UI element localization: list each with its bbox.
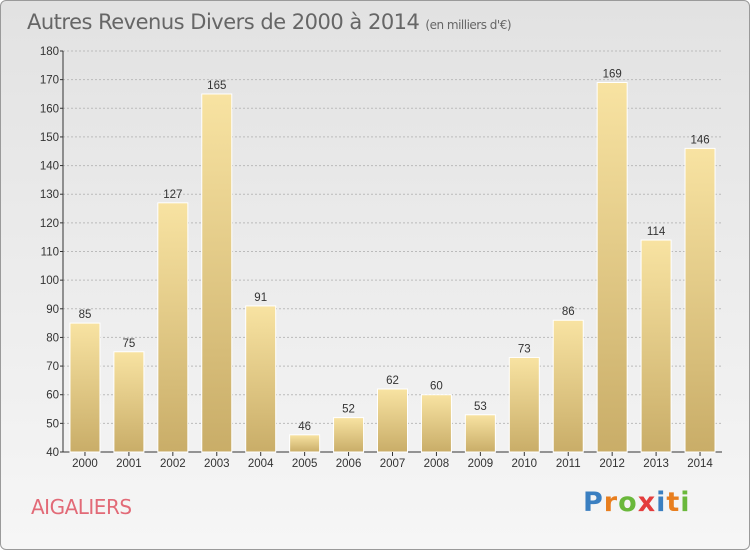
- y-tick-label: 80: [46, 332, 59, 344]
- y-tick-label: 170: [40, 75, 59, 87]
- y-tick-label: 110: [41, 247, 59, 259]
- bar: [157, 202, 189, 453]
- x-tick-label: 2008: [424, 458, 450, 470]
- data-label: 127: [163, 189, 182, 201]
- y-tick-label: 180: [40, 46, 59, 58]
- y-tick-label: 40: [46, 447, 59, 459]
- data-label: 46: [298, 421, 311, 433]
- bar: [289, 434, 321, 453]
- x-tick-label: 2002: [160, 458, 186, 470]
- x-tick-label: 2009: [468, 458, 494, 470]
- data-label: 60: [430, 381, 443, 393]
- logo-letter: P: [583, 487, 604, 518]
- bar: [508, 356, 540, 453]
- x-tick-label: 2012: [599, 458, 625, 470]
- bar: [201, 93, 233, 453]
- data-label: 75: [123, 338, 136, 350]
- x-tick-label: 2014: [687, 458, 713, 470]
- x-tick-label: 2000: [72, 458, 98, 470]
- bar: [69, 322, 101, 453]
- x-tick-label: 2005: [292, 458, 318, 470]
- bar: [377, 388, 408, 453]
- data-label: 52: [342, 404, 355, 416]
- x-tick-label: 2013: [643, 458, 669, 470]
- logo-letter: i: [656, 487, 667, 518]
- y-tick-label: 50: [46, 418, 59, 430]
- data-label: 91: [254, 292, 267, 304]
- chart-subtitle: (en milliers d'€): [425, 18, 512, 32]
- bar: [333, 417, 365, 453]
- x-tick-label: 2007: [380, 458, 406, 470]
- x-tick-label: 2011: [556, 458, 581, 470]
- y-tick-label: 60: [46, 390, 59, 402]
- bar: [552, 319, 584, 453]
- bar: [596, 82, 628, 453]
- proxiti-logo: Proxiti: [583, 487, 691, 518]
- data-label: 86: [562, 306, 575, 318]
- y-tick-label: 70: [46, 361, 59, 373]
- bar: [245, 305, 277, 453]
- y-tick-label: 120: [40, 218, 59, 230]
- chart-title: Autres Revenus Divers de 2000 à 2014 (en …: [27, 10, 512, 34]
- data-label: 53: [474, 401, 487, 413]
- bar: [684, 147, 716, 453]
- bar: [640, 239, 672, 453]
- chart-title-text: Autres Revenus Divers de 2000 à 2014: [27, 10, 420, 34]
- logo-letter: r: [603, 487, 619, 518]
- data-label: 169: [603, 69, 622, 81]
- data-label: 85: [79, 309, 92, 321]
- data-label: 62: [386, 375, 399, 387]
- commune-name: AIGALIERS: [31, 495, 132, 519]
- y-tick-label: 90: [46, 304, 59, 316]
- y-tick-label: 100: [40, 275, 59, 287]
- x-tick-label: 2010: [512, 458, 538, 470]
- x-tick-label: 2003: [204, 458, 230, 470]
- logo-letter: o: [618, 487, 638, 518]
- bar: [420, 394, 452, 453]
- y-tick-label: 130: [40, 189, 59, 201]
- bar: [113, 351, 145, 453]
- data-label: 146: [690, 134, 709, 146]
- logo-letter: x: [637, 487, 657, 518]
- data-label: 165: [207, 80, 226, 92]
- logo-letter: i: [680, 487, 691, 518]
- y-tick-label: 150: [40, 132, 59, 144]
- data-label: 114: [647, 226, 666, 238]
- logo-letter: t: [666, 487, 681, 518]
- x-tick-label: 2006: [336, 458, 362, 470]
- y-tick-label: 140: [40, 161, 59, 173]
- y-tick-label: 160: [40, 103, 59, 115]
- data-label: 73: [518, 343, 531, 355]
- bar: [464, 414, 496, 453]
- x-tick-label: 2004: [248, 458, 274, 470]
- x-tick-label: 2001: [116, 458, 142, 470]
